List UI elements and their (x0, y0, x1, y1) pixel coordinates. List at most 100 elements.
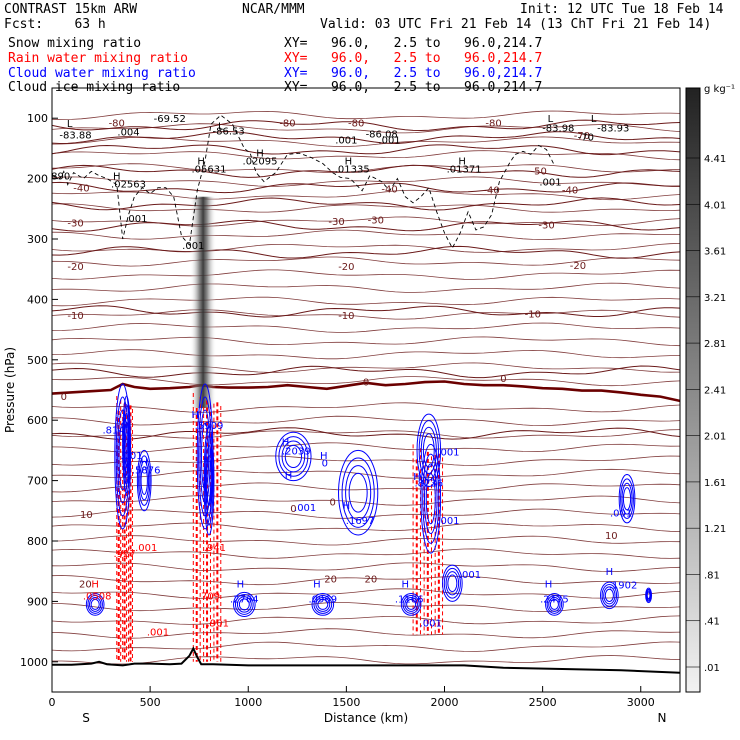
temperature-contour (52, 468, 680, 479)
colorbar-unit: g kg⁻¹ (704, 84, 735, 95)
x-tick-label: 500 (140, 696, 161, 709)
temperature-contour (52, 163, 680, 173)
cloud-water-contour (418, 420, 439, 481)
isotherm-line (52, 181, 680, 194)
cloud-water-contour (546, 595, 563, 614)
temperature-label: 0 (329, 498, 335, 509)
cloud-water-contour (600, 581, 619, 610)
extrema-label: L (591, 114, 597, 125)
extrema-label: .001 (539, 178, 561, 189)
legend-xy-snow: XY= 96.0, 2.5 to 96.0,214.7 (284, 36, 543, 51)
temperature-label: -10 (525, 309, 541, 320)
extrema-label: .901 (207, 619, 229, 630)
cloud-water-contour (123, 412, 130, 476)
y-tick-label: 600 (27, 414, 48, 427)
cloud-water-contour (406, 598, 417, 610)
temperature-contour (52, 269, 680, 280)
temperature-label: 20 (365, 574, 378, 585)
temperature-label: -40 (562, 185, 578, 196)
cloud-water-contour (345, 465, 372, 521)
temperature-contour (52, 189, 680, 201)
colorbar-tick-label: 1.61 (704, 478, 726, 489)
temperature-contour (52, 429, 680, 439)
colorbar-tick-label: .01 (704, 663, 720, 674)
cloud-water-contour (400, 593, 422, 616)
colorbar-tick-label: .81 (704, 570, 720, 581)
extrema-label: .001 (610, 509, 632, 520)
cloud-water-contour (445, 571, 460, 596)
extrema-label: .7890 (42, 172, 71, 183)
zero-isotherm (52, 380, 680, 403)
isotherm-line (52, 305, 680, 318)
temperature-label: -30 (328, 217, 344, 228)
temperature-contour (52, 482, 680, 493)
extrema-label: .0508 (83, 591, 112, 602)
temperature-contour (52, 402, 680, 413)
forecast-hour: Fcst: 63 h (4, 17, 106, 32)
temperature-label: -80 (485, 118, 501, 129)
cloud-water-contour (317, 598, 329, 610)
temperature-label: -30 (67, 219, 83, 230)
temperature-label: -20 (67, 262, 83, 273)
extrema-label: -70 (578, 132, 594, 143)
extrema-label: .001 (437, 448, 459, 459)
temperature-contour (52, 535, 680, 546)
extrema-label: .001 (125, 214, 147, 225)
cloud-water-contour (139, 460, 150, 501)
y-axis-label: Pressure (hPa) (3, 347, 17, 433)
cloud-water-contour (645, 588, 652, 602)
temperature-contour (52, 655, 680, 665)
cloud-water-contour (89, 596, 102, 612)
x-tick-label: 2000 (431, 696, 459, 709)
extrema-label: .02563 (111, 179, 146, 190)
colorbar-tick-label: 4.01 (704, 200, 726, 211)
x-tick-label: 3000 (627, 696, 655, 709)
colorbar-tick-label: 1.21 (704, 524, 726, 535)
temperature-contour (52, 123, 680, 134)
y-tick-label: 900 (27, 595, 48, 608)
extrema-label: .8236 (414, 478, 443, 489)
legend-name-cloud-water: Cloud water mixing ratio (8, 66, 196, 81)
temperature-label: 0 (500, 374, 506, 385)
temperature-contour (52, 508, 680, 519)
temperature-contour (52, 562, 680, 573)
temperature-label: -20 (570, 261, 586, 272)
temperature-contour (52, 522, 680, 532)
cloud-water-contour (442, 564, 463, 602)
temperature-contour (52, 309, 680, 320)
cloud-water-contour (85, 593, 105, 616)
cloud-water-contour (646, 591, 651, 600)
cloud-water-contour (234, 594, 254, 615)
cloud-water-contour (284, 444, 303, 469)
temperature-label: 0 (61, 392, 67, 403)
cloud-water-contour (348, 472, 368, 513)
terrain-line (52, 646, 680, 674)
temperature-label: 0 (363, 378, 369, 389)
temperature-label: 20 (79, 579, 92, 590)
cloud-water-contour (422, 433, 435, 468)
cloud-water-contour (203, 425, 215, 536)
valid-time: Valid: 03 UTC Fri 21 Feb 14 (13 ChT Fri … (320, 17, 712, 32)
extrema-label: L (548, 114, 554, 125)
cloud-water-contour (420, 426, 437, 475)
extrema-label: .001 (294, 503, 316, 514)
extrema-label: .1902 (609, 580, 638, 591)
extrema-label: H (606, 567, 614, 578)
temperature-contour (52, 442, 680, 453)
extrema-label: .02095 (243, 156, 278, 167)
legend-name-snow: Snow mixing ratio (8, 36, 142, 51)
y-tick-label: 700 (27, 475, 48, 488)
isotherm-line (52, 197, 680, 211)
extrema-label: .1166 (395, 594, 424, 605)
temperature-contour (52, 216, 680, 227)
temperature-contour (52, 362, 680, 373)
x-axis-south-label: S (82, 711, 90, 725)
cloud-water-contour (140, 466, 148, 495)
cloud-water-contour (420, 443, 442, 554)
cloud-water-contour (549, 598, 559, 610)
temperature-label: 10 (605, 531, 618, 542)
extrema-label: .709 (198, 591, 220, 602)
extrema-label: .001 (135, 543, 157, 554)
extrema-label: -86.53 (213, 126, 245, 137)
